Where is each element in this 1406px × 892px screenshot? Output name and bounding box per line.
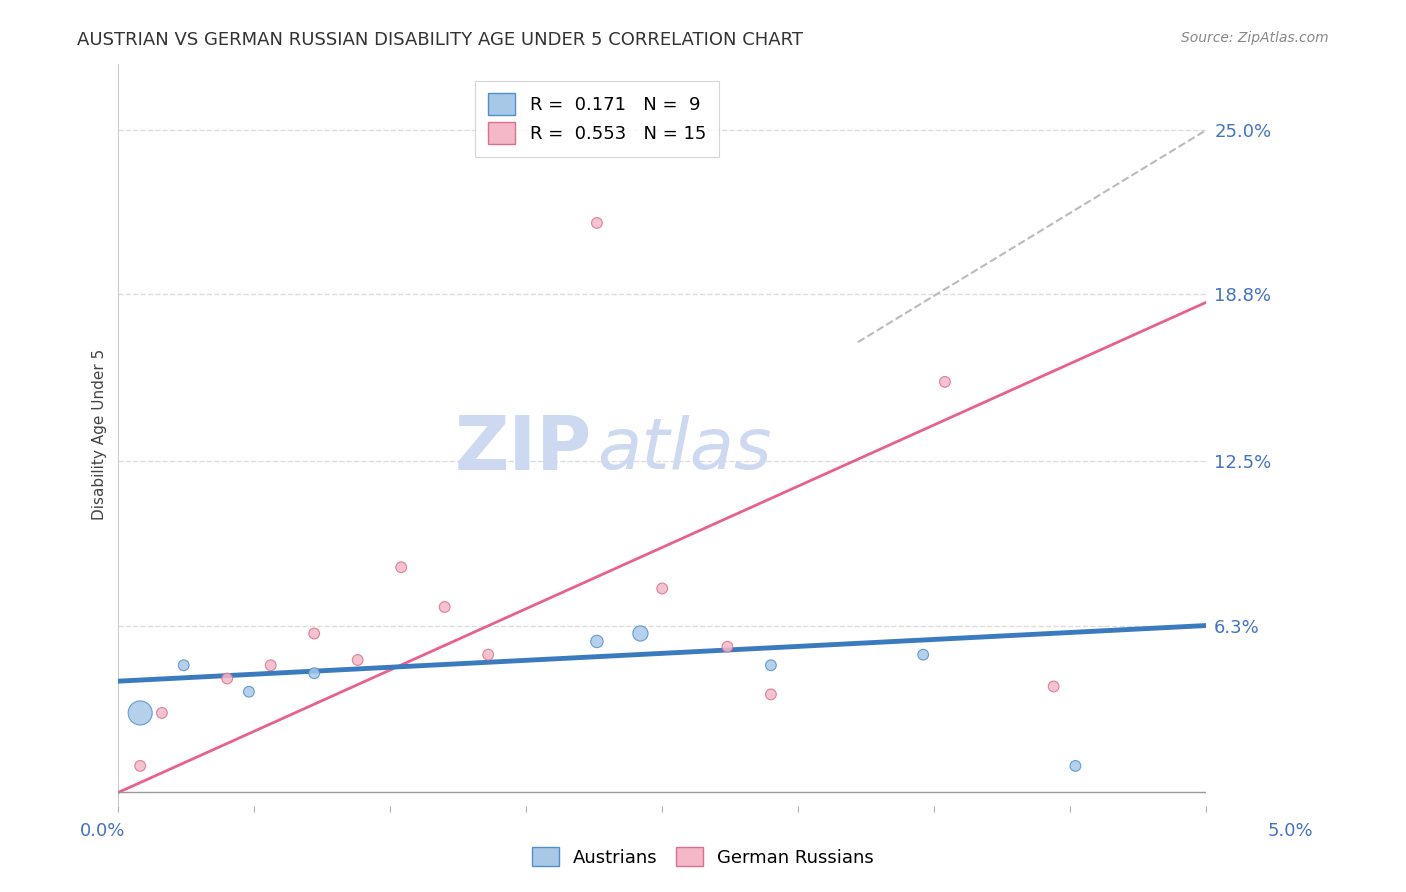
Point <box>1064 759 1087 773</box>
Text: ZIP: ZIP <box>454 413 592 486</box>
Point <box>586 216 609 230</box>
Text: atlas: atlas <box>598 415 772 484</box>
Point <box>651 582 673 596</box>
Text: Source: ZipAtlas.com: Source: ZipAtlas.com <box>1181 31 1329 45</box>
Legend: R =  0.171   N =  9, R =  0.553   N = 15: R = 0.171 N = 9, R = 0.553 N = 15 <box>475 80 718 157</box>
Point <box>346 653 368 667</box>
Point <box>302 626 325 640</box>
Y-axis label: Disability Age Under 5: Disability Age Under 5 <box>93 350 107 520</box>
Point <box>129 759 152 773</box>
Point <box>912 648 935 662</box>
Point <box>716 640 738 654</box>
Point <box>217 672 239 686</box>
Point <box>433 599 456 614</box>
Point <box>389 560 412 574</box>
Point <box>759 687 782 701</box>
Text: 0.0%: 0.0% <box>80 822 125 839</box>
Point <box>129 706 152 720</box>
Text: AUSTRIAN VS GERMAN RUSSIAN DISABILITY AGE UNDER 5 CORRELATION CHART: AUSTRIAN VS GERMAN RUSSIAN DISABILITY AG… <box>77 31 803 49</box>
Text: 5.0%: 5.0% <box>1268 822 1313 839</box>
Point <box>1042 680 1064 694</box>
Point <box>150 706 173 720</box>
Point <box>260 658 283 673</box>
Point <box>628 626 651 640</box>
Point <box>302 666 325 681</box>
Point <box>477 648 499 662</box>
Legend: Austrians, German Russians: Austrians, German Russians <box>524 840 882 874</box>
Point <box>586 634 609 648</box>
Point <box>934 375 956 389</box>
Point <box>173 658 195 673</box>
Point <box>759 658 782 673</box>
Point <box>238 685 260 699</box>
